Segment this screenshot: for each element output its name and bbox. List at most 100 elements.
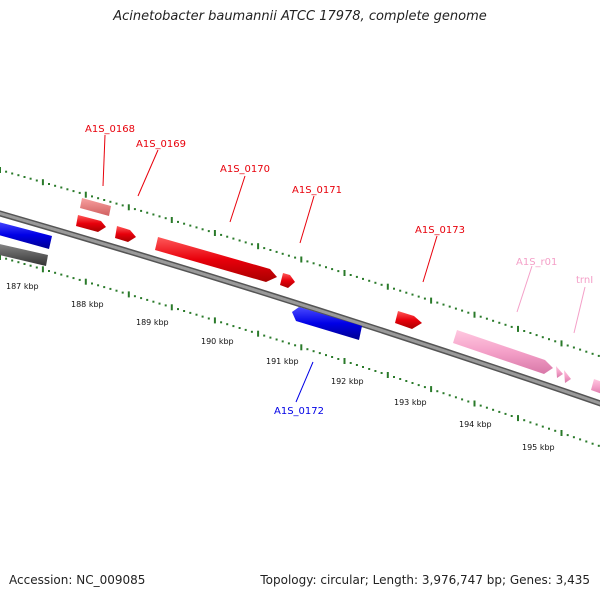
outer-minor-tick: [97, 197, 100, 200]
inner-minor-tick: [349, 362, 352, 364]
outer-minor-tick: [442, 303, 445, 306]
inner-minor-tick: [554, 429, 557, 432]
kbp-label-189: 189 kbp: [136, 318, 169, 327]
genome-backbone: [0, 210, 600, 407]
inner-minor-tick: [423, 386, 426, 389]
outer-minor-tick: [220, 233, 223, 236]
inner-minor-tick: [121, 291, 124, 294]
outer-minor-tick: [566, 344, 569, 347]
inner-minor-tick: [374, 370, 377, 372]
outer-minor-tick: [380, 283, 383, 286]
inner-minor-tick: [158, 302, 161, 305]
outer-minor-tick: [597, 354, 600, 357]
outer-minor-tick: [461, 309, 464, 312]
inner-major-tick: [0, 254, 1, 260]
inner-minor-tick: [535, 423, 538, 426]
kbp-label-192: 192 kbp: [331, 377, 364, 386]
inner-major-tick: [386, 372, 389, 378]
inner-minor-tick: [411, 382, 414, 384]
inner-minor-tick: [504, 412, 507, 415]
outer-minor-tick: [312, 262, 315, 265]
leader-lines: [102, 134, 586, 403]
label-A1S_0168: A1S_0168: [85, 124, 135, 135]
outer-minor-tick: [541, 336, 544, 339]
gene-A1S_0169: [115, 226, 136, 242]
outer-minor-tick: [177, 220, 179, 223]
outer-minor-tick: [281, 252, 284, 255]
outer-minor-tick: [355, 275, 358, 278]
inner-major-tick: [257, 330, 260, 337]
outer-minor-tick: [140, 209, 143, 212]
label-A1S_0169: A1S_0169: [136, 139, 186, 150]
outer-major-tick: [170, 217, 173, 223]
inner-minor-tick: [263, 334, 266, 337]
inner-minor-tick: [572, 436, 575, 439]
inner-minor-tick: [523, 419, 526, 422]
outer-major-tick: [300, 256, 303, 263]
outer-minor-tick: [115, 202, 118, 205]
inner-minor-tick: [448, 394, 451, 397]
inner-minor-tick: [585, 440, 588, 443]
inner-minor-tick: [5, 257, 8, 260]
label-trnI: trnI: [576, 275, 593, 286]
inner-minor-tick: [66, 275, 69, 278]
inner-minor-tick: [436, 390, 439, 393]
outer-minor-tick: [591, 352, 594, 355]
outer-minor-tick: [250, 243, 253, 246]
outer-minor-tick: [5, 170, 8, 173]
outer-minor-tick: [226, 235, 229, 238]
inner-major-tick: [84, 278, 87, 285]
kbp-label-187: 187 kbp: [6, 282, 39, 291]
inner-minor-tick: [11, 259, 14, 262]
inner-minor-tick: [393, 376, 395, 378]
inner-minor-tick: [35, 266, 38, 269]
inner-minor-tick: [579, 438, 582, 441]
gene-A1S_0168: [76, 215, 106, 232]
outer-minor-tick: [368, 279, 371, 282]
outer-minor-tick: [17, 174, 20, 177]
outer-minor-tick: [337, 270, 340, 273]
inner-minor-tick: [207, 317, 210, 320]
outer-minor-tick: [146, 211, 149, 214]
label-A1S_0170: A1S_0170: [220, 164, 270, 175]
outer-major-tick: [0, 167, 1, 173]
inner-minor-tick: [54, 271, 57, 274]
dark-feature-left: [0, 244, 48, 266]
inner-minor-tick: [201, 315, 204, 318]
outer-minor-tick: [436, 301, 439, 304]
outer-minor-tick: [11, 172, 14, 175]
outer-minor-tick: [318, 264, 321, 267]
outer-minor-tick: [454, 307, 457, 310]
inner-minor-tick: [454, 396, 457, 399]
outer-minor-tick: [91, 195, 93, 198]
inner-major-tick: [170, 304, 173, 311]
outer-minor-tick: [405, 291, 408, 294]
outer-minor-tick: [164, 217, 167, 220]
inner-minor-tick: [226, 323, 229, 326]
inner-minor-tick: [368, 368, 371, 370]
inner-minor-tick: [115, 289, 118, 292]
outer-minor-tick: [78, 191, 81, 194]
inner-minor-tick: [269, 336, 272, 339]
outer-minor-tick: [189, 224, 192, 227]
outer-minor-tick: [417, 295, 420, 298]
outer-minor-tick: [467, 311, 470, 314]
outer-minor-tick: [152, 213, 155, 216]
map-title: Acinetobacter baumannii ATCC 17978, comp…: [113, 9, 487, 24]
inner-minor-tick: [461, 398, 464, 401]
inner-minor-tick: [232, 325, 235, 328]
outer-minor-tick: [399, 289, 402, 292]
inner-minor-tick: [275, 338, 278, 341]
outer-minor-tick: [448, 305, 451, 308]
outer-minor-tick: [535, 334, 538, 337]
outer-major-tick: [213, 230, 216, 236]
outer-minor-tick: [548, 338, 550, 341]
outer-minor-tick: [48, 183, 50, 185]
inner-minor-tick: [103, 286, 106, 289]
gene-right-edge-pink: [591, 379, 600, 394]
outer-minor-tick: [393, 287, 395, 290]
outer-minor-tick: [66, 188, 69, 191]
outer-minor-tick: [362, 277, 364, 280]
